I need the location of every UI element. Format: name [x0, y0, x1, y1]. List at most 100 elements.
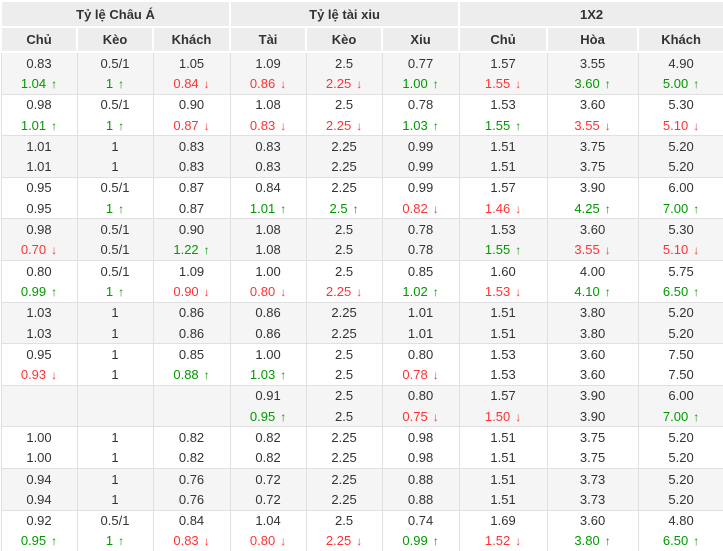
- odds-cell: 1.00: [0, 447, 78, 469]
- odds-value: 3.60: [579, 513, 606, 529]
- odds-cell: 2.5: [305, 509, 383, 531]
- odds-cell: [152, 384, 231, 407]
- odds-cell: 0.98: [0, 93, 78, 115]
- odds-cell: 0.90: [152, 93, 231, 115]
- odds-cell: 1.53 ↓: [458, 281, 548, 303]
- table-row: 0.94 1 0.76 0.72 2.25 0.88 1.51 3.73 5.20: [0, 467, 723, 490]
- odds-value: 0.94: [26, 471, 52, 487]
- odds-value: 0.99: [402, 533, 428, 549]
- odds-cell: 3.80: [546, 301, 639, 323]
- odds-cell: 0.78 ↓: [381, 364, 460, 386]
- odds-cell: 1.08: [229, 93, 307, 115]
- odds-value: 2.25: [331, 180, 357, 196]
- odds-cell: 0.87: [152, 176, 231, 199]
- odds-value: 1: [111, 305, 119, 321]
- odds-cell: 1.53: [458, 218, 548, 240]
- odds-cell: 1.51: [458, 467, 548, 490]
- table-row: 1.03 1 0.86 0.86 2.25 1.01 1.51 3.80 5.20: [0, 301, 723, 323]
- odds-cell: 0.86: [152, 301, 231, 323]
- odds-cell: 5.20: [637, 135, 723, 157]
- odds-value: 5.20: [668, 159, 694, 175]
- odds-cell: 0.78: [381, 218, 460, 240]
- odds-value: 3.75: [579, 429, 606, 445]
- odds-value: 5.20: [668, 450, 694, 466]
- odds-cell: 0.5/1: [76, 218, 154, 240]
- trend-up-icon: ↑: [203, 243, 210, 258]
- odds-value: 5.10: [662, 242, 689, 258]
- odds-cell: 2.25: [305, 135, 383, 157]
- trend-up-icon: ↑: [693, 534, 700, 549]
- odds-value: 3.90: [579, 388, 606, 404]
- odds-value: 4.00: [579, 263, 606, 279]
- odds-cell: 1: [76, 301, 154, 323]
- trend-down-icon: ↓: [515, 534, 522, 549]
- odds-value: 0.83: [26, 55, 52, 71]
- trend-up-icon: ↑: [604, 284, 611, 299]
- odds-value: 1.53: [490, 222, 516, 238]
- odds-value: 1.22: [173, 242, 199, 258]
- trend-down-icon: ↓: [356, 284, 363, 299]
- odds-cell: 0.94: [0, 467, 78, 490]
- odds-cell: 1.51: [458, 156, 548, 178]
- odds-value: 0.83: [249, 117, 276, 133]
- odds-cell: 0.74: [381, 509, 460, 531]
- odds-cell: 1.51: [458, 447, 548, 469]
- odds-value: 1.00: [255, 346, 281, 362]
- odds-value: 0.90: [178, 97, 205, 113]
- odds-value: 0.86: [178, 305, 205, 321]
- odds-value: 0.95: [26, 200, 52, 216]
- odds-cell: 3.75: [546, 426, 639, 448]
- odds-cell: 3.60: [546, 509, 639, 531]
- odds-value: 0.98: [407, 429, 434, 445]
- odds-value: 7.50: [668, 367, 694, 383]
- odds-cell: 0.83: [229, 135, 307, 157]
- odds-value: 1: [105, 200, 114, 216]
- odds-value: 0.98: [26, 222, 52, 238]
- odds-table-body: 0.83 0.5/1 1.05 1.09 2.5 0.77 1.57 3.55 4.90 1.04…: [0, 51, 723, 551]
- odds-value: 0.87: [178, 200, 205, 216]
- odds-cell: 1.05: [152, 51, 231, 74]
- odds-value: 0.90: [178, 222, 205, 238]
- trend-down-icon: ↓: [203, 118, 210, 133]
- odds-cell: 0.5/1: [76, 93, 154, 115]
- odds-value: 1.50: [484, 408, 511, 424]
- odds-cell: 2.25 ↓: [305, 530, 383, 551]
- odds-cell: 0.98: [381, 426, 460, 448]
- odds-value: 1.04: [255, 513, 281, 529]
- odds-value: 0.78: [407, 242, 434, 258]
- trend-up-icon: ↑: [515, 118, 522, 133]
- odds-cell: 0.82: [152, 447, 231, 469]
- trend-up-icon: ↑: [604, 201, 611, 216]
- trend-up-icon: ↑: [118, 118, 125, 133]
- odds-value: 1.05: [178, 55, 205, 71]
- odds-value: 3.60: [579, 97, 606, 113]
- odds-value: 1.53: [490, 367, 516, 383]
- odds-value: 1.57: [490, 388, 516, 404]
- col-header-asian-home: Chủ: [0, 26, 78, 53]
- odds-value: 1.51: [490, 471, 516, 487]
- odds-cell: 0.95: [0, 198, 78, 219]
- table-row: 0.95 ↑ 2.5 0.75 ↓ 1.50 ↓ 3.90 7.00 ↑: [0, 406, 723, 427]
- trend-down-icon: ↓: [432, 409, 439, 424]
- odds-cell: 4.10 ↑: [546, 281, 639, 303]
- odds-cell: 6.00: [637, 384, 723, 407]
- odds-cell: 3.55: [546, 51, 639, 74]
- odds-value: 0.80: [407, 388, 434, 404]
- odds-value: 3.55: [579, 55, 606, 71]
- odds-cell: 3.60: [546, 93, 639, 115]
- trend-down-icon: ↓: [604, 243, 611, 258]
- trend-down-icon: ↓: [203, 76, 210, 91]
- trend-down-icon: ↓: [693, 243, 700, 258]
- odds-cell: 0.72: [229, 467, 307, 490]
- trend-up-icon: ↑: [693, 409, 700, 424]
- odds-value: 2.25: [331, 471, 357, 487]
- odds-cell: 0.80: [0, 259, 78, 282]
- odds-cell: 4.80: [637, 509, 723, 531]
- odds-value: 0.91: [255, 388, 281, 404]
- odds-value: 0.87: [173, 117, 199, 133]
- odds-value: 1.51: [490, 159, 516, 175]
- odds-cell: 0.80: [381, 343, 460, 365]
- odds-value: 0.93: [20, 367, 47, 383]
- odds-cell: 2.25: [305, 489, 383, 511]
- odds-cell: 2.25 ↓: [305, 114, 383, 136]
